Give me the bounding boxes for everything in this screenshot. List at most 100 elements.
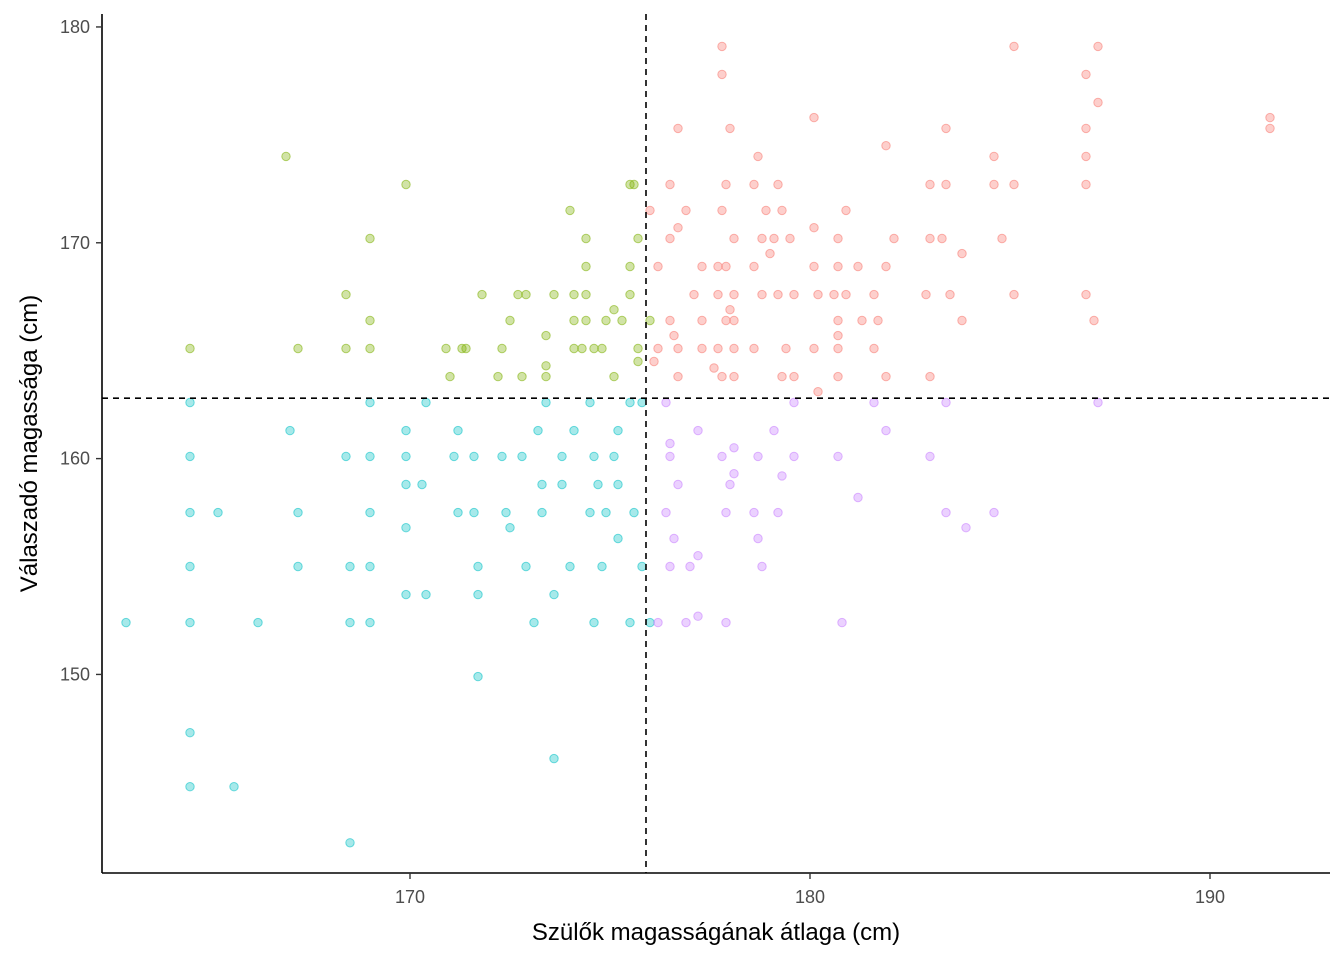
data-point	[833, 343, 843, 354]
data-point	[505, 315, 515, 326]
data-point	[293, 561, 303, 572]
data-point	[813, 289, 823, 300]
data-point	[713, 261, 723, 272]
data-point	[753, 451, 763, 462]
data-point	[809, 261, 819, 272]
data-point	[365, 561, 375, 572]
data-point	[989, 179, 999, 190]
data-point	[665, 451, 675, 462]
data-point	[593, 479, 603, 490]
data-point	[749, 343, 759, 354]
data-point	[581, 289, 591, 300]
series-group	[653, 397, 1103, 628]
data-point	[549, 753, 559, 764]
data-point	[185, 782, 195, 792]
data-point	[581, 315, 591, 326]
data-point	[813, 387, 823, 397]
y-axis-ticks: 150 160 170 180	[60, 17, 102, 684]
data-point	[941, 179, 951, 190]
data-point	[881, 371, 891, 382]
data-point	[401, 523, 411, 533]
data-point	[665, 179, 675, 190]
data-point	[421, 589, 431, 600]
data-point	[925, 179, 935, 190]
data-point	[401, 425, 411, 436]
data-point	[469, 451, 479, 462]
data-point	[881, 425, 891, 436]
data-point	[721, 617, 731, 628]
data-point	[713, 289, 723, 300]
data-point	[769, 233, 779, 244]
data-point	[649, 356, 659, 367]
data-point	[673, 223, 683, 233]
data-point	[613, 533, 623, 544]
x-axis-title: Szülők magasságának átlaga (cm)	[532, 919, 900, 946]
data-point	[653, 343, 663, 354]
data-point	[857, 315, 867, 326]
data-point	[585, 507, 595, 518]
data-point	[789, 451, 799, 462]
data-point	[537, 507, 547, 518]
data-point	[633, 233, 643, 244]
data-point	[729, 289, 739, 300]
data-point	[761, 205, 771, 216]
data-point	[581, 233, 591, 244]
data-point	[841, 289, 851, 300]
data-point	[765, 248, 775, 259]
data-point	[1009, 41, 1019, 52]
y-axis-title: Válaszadó magassága (cm)	[16, 295, 43, 592]
data-point	[421, 397, 431, 408]
data-point	[541, 330, 551, 341]
data-point	[869, 397, 879, 408]
data-point	[729, 315, 739, 326]
data-point	[709, 363, 719, 373]
data-point	[417, 479, 427, 490]
data-point	[809, 223, 819, 233]
data-point	[693, 425, 703, 436]
data-point	[725, 305, 735, 315]
data-point	[557, 451, 567, 462]
data-point	[601, 507, 611, 518]
data-point	[673, 371, 683, 382]
data-point	[669, 330, 679, 341]
data-point	[469, 507, 479, 518]
data-point	[957, 315, 967, 326]
data-point	[1009, 179, 1019, 190]
data-point	[869, 343, 879, 354]
data-point	[853, 261, 863, 272]
data-point	[873, 315, 883, 326]
data-point	[453, 507, 463, 518]
data-point	[717, 451, 727, 462]
data-point	[833, 261, 843, 272]
data-point	[789, 289, 799, 300]
data-point	[957, 248, 967, 259]
data-point	[185, 507, 195, 518]
data-point	[229, 782, 239, 792]
x-axis-ticks: 170 180 190	[395, 873, 1225, 907]
data-point	[1265, 123, 1275, 134]
data-point	[121, 617, 131, 628]
data-point	[541, 397, 551, 408]
data-point	[921, 289, 931, 300]
data-point	[665, 233, 675, 244]
data-point	[185, 561, 195, 572]
data-point	[697, 315, 707, 326]
data-point	[725, 123, 735, 134]
data-point	[645, 315, 655, 326]
data-point	[881, 261, 891, 272]
data-point	[781, 343, 791, 354]
data-point	[569, 343, 579, 354]
data-point	[769, 425, 779, 436]
data-point	[549, 589, 559, 600]
data-point	[773, 179, 783, 190]
data-point	[185, 451, 195, 462]
data-point	[517, 451, 527, 462]
data-point	[693, 551, 703, 561]
data-point	[569, 425, 579, 436]
data-point	[681, 617, 691, 628]
data-point	[497, 451, 507, 462]
data-point	[773, 507, 783, 518]
data-point	[809, 112, 819, 123]
data-point	[493, 371, 503, 382]
